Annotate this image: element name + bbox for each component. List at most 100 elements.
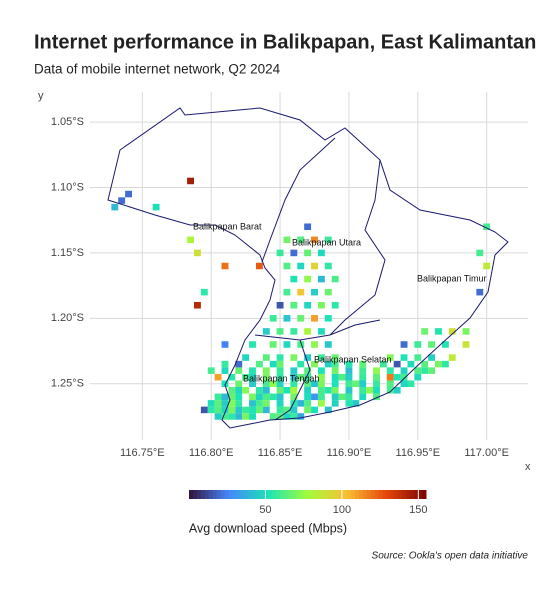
colorbar-swatch [378, 490, 384, 499]
cell [304, 400, 312, 407]
colorbar-swatch [256, 490, 261, 499]
cell [304, 406, 312, 414]
y-tick-label: 1.05°S [51, 116, 84, 128]
cell [221, 360, 229, 368]
cell [214, 400, 222, 407]
cell [304, 380, 312, 388]
cell [262, 354, 270, 361]
cell [331, 301, 339, 309]
cell [235, 367, 243, 374]
cell [317, 400, 325, 407]
colorbar-swatch [204, 490, 210, 499]
cell [304, 301, 312, 309]
cell [414, 373, 422, 381]
cell [228, 387, 236, 394]
cell [297, 373, 305, 381]
cell [290, 373, 298, 381]
cell [373, 373, 380, 381]
cell [249, 413, 256, 420]
district-boundary [274, 339, 311, 421]
cell [297, 262, 305, 270]
colorbar-swatch [200, 490, 206, 499]
colorbar-swatch [212, 490, 218, 499]
cell [235, 393, 243, 401]
cell [428, 367, 436, 374]
colorbar-swatch [414, 490, 419, 499]
cell [290, 328, 298, 335]
colorbar-swatch [382, 490, 387, 499]
cell [221, 393, 229, 401]
cell [331, 367, 339, 374]
cell [276, 400, 284, 407]
cell [242, 413, 250, 420]
cell [400, 354, 408, 361]
colorbar-swatch [224, 490, 229, 499]
cell [187, 177, 194, 185]
cell [283, 288, 291, 296]
chart-subtitle: Data of mobile internet network, Q2 2024 [34, 62, 281, 77]
colorbar-swatch [240, 490, 245, 499]
x-axis-label: x [525, 461, 531, 473]
colorbar-swatch [350, 490, 356, 499]
cell [207, 406, 215, 414]
colorbar-swatch [216, 490, 222, 499]
cell [221, 262, 229, 270]
cell [242, 387, 250, 394]
cell [249, 400, 256, 407]
y-tick-label: 1.25°S [51, 378, 84, 390]
cell [331, 275, 339, 283]
cell [311, 236, 318, 244]
cell [283, 262, 291, 270]
cell [262, 328, 270, 335]
district-label: Balikpapan Timur [417, 273, 487, 283]
colorbar-swatch [279, 490, 285, 499]
colorbar-swatch [196, 490, 202, 499]
colorbar-tick-label: 100 [333, 504, 351, 516]
cell [221, 380, 229, 388]
cell [290, 275, 298, 283]
cell [304, 354, 312, 361]
cell [317, 354, 325, 361]
cell [338, 373, 346, 381]
cell [317, 387, 325, 394]
colorbar-swatch [319, 490, 324, 499]
y-axis-label: y [38, 90, 44, 102]
cell [290, 406, 298, 414]
cell [400, 373, 408, 381]
x-tick-label: 116.75°E [120, 447, 165, 459]
colorbar-swatch [315, 490, 320, 499]
cell [276, 373, 284, 381]
cell [324, 341, 332, 348]
cell [324, 262, 332, 270]
cell [373, 387, 380, 394]
cell [269, 380, 277, 388]
colorbar-swatch [307, 490, 312, 499]
colorbar-swatch [362, 490, 368, 499]
cell [276, 367, 284, 374]
cell [228, 406, 236, 414]
cell [235, 406, 243, 414]
colorbar-swatch [406, 490, 411, 499]
cell [269, 360, 277, 368]
cell [331, 387, 339, 394]
cell [297, 341, 305, 348]
cell [462, 328, 470, 335]
cell [317, 328, 325, 335]
cell [338, 393, 346, 401]
cell [276, 393, 284, 401]
cell [290, 249, 298, 257]
colorbar-swatch [275, 490, 281, 499]
cell [283, 236, 291, 244]
colorbar-swatch [339, 490, 344, 499]
cell [435, 360, 442, 368]
cell [290, 301, 298, 309]
cell [317, 301, 325, 309]
y-tick-label: 1.20°S [51, 312, 84, 324]
cell [393, 373, 401, 381]
colorbar-label: Avg download speed (Mbps) [189, 521, 347, 535]
cell [359, 387, 367, 394]
cell [373, 367, 380, 374]
cell [359, 360, 367, 368]
cell [242, 406, 250, 414]
